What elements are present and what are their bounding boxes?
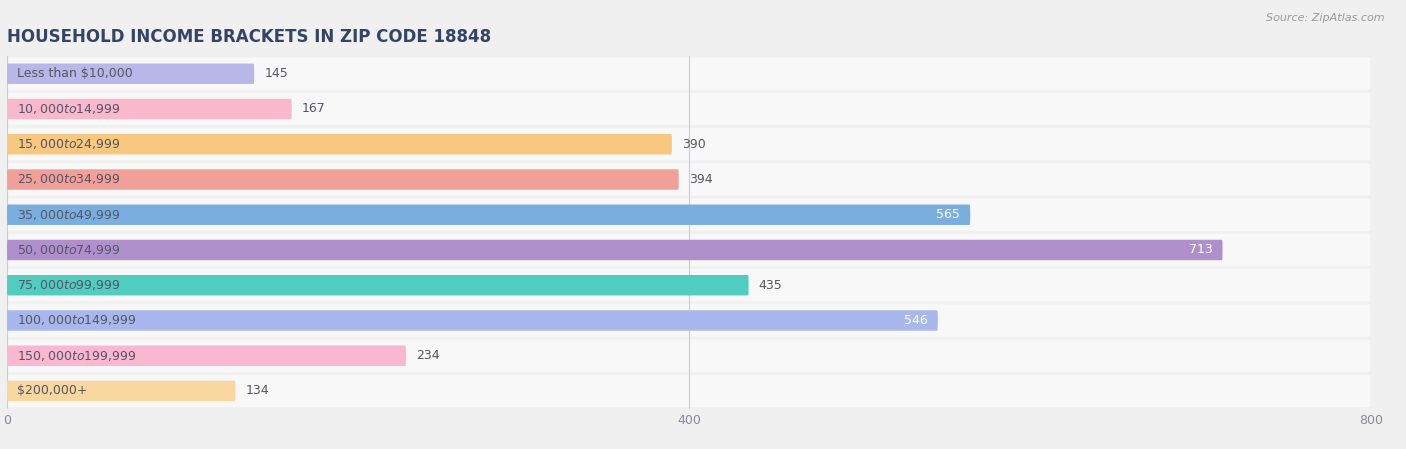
Text: 234: 234 [416,349,440,362]
FancyBboxPatch shape [7,310,938,331]
FancyBboxPatch shape [7,304,1371,337]
FancyBboxPatch shape [7,134,672,154]
FancyBboxPatch shape [7,204,970,225]
FancyBboxPatch shape [7,240,1223,260]
FancyBboxPatch shape [7,339,1371,372]
FancyBboxPatch shape [7,375,1371,407]
Text: 390: 390 [682,138,706,151]
FancyBboxPatch shape [7,128,1371,160]
Text: $150,000 to $199,999: $150,000 to $199,999 [17,349,136,363]
Text: $75,000 to $99,999: $75,000 to $99,999 [17,278,121,292]
Text: 546: 546 [904,314,928,327]
FancyBboxPatch shape [7,163,1371,196]
FancyBboxPatch shape [7,381,235,401]
Text: 167: 167 [302,102,326,115]
Text: 565: 565 [936,208,960,221]
Text: 435: 435 [759,279,783,292]
Text: $10,000 to $14,999: $10,000 to $14,999 [17,102,121,116]
FancyBboxPatch shape [7,198,1371,231]
Text: $15,000 to $24,999: $15,000 to $24,999 [17,137,121,151]
Text: 145: 145 [264,67,288,80]
FancyBboxPatch shape [7,269,1371,301]
FancyBboxPatch shape [7,93,1371,125]
Text: $50,000 to $74,999: $50,000 to $74,999 [17,243,121,257]
FancyBboxPatch shape [7,57,1371,90]
Text: 134: 134 [246,384,270,397]
FancyBboxPatch shape [7,99,291,119]
FancyBboxPatch shape [7,234,1371,266]
Text: $25,000 to $34,999: $25,000 to $34,999 [17,172,121,186]
Text: Less than $10,000: Less than $10,000 [17,67,134,80]
FancyBboxPatch shape [7,169,679,190]
FancyBboxPatch shape [7,63,254,84]
Text: $200,000+: $200,000+ [17,384,87,397]
FancyBboxPatch shape [7,345,406,366]
Text: $100,000 to $149,999: $100,000 to $149,999 [17,313,136,327]
FancyBboxPatch shape [7,275,748,295]
Text: $35,000 to $49,999: $35,000 to $49,999 [17,208,121,222]
Text: HOUSEHOLD INCOME BRACKETS IN ZIP CODE 18848: HOUSEHOLD INCOME BRACKETS IN ZIP CODE 18… [7,28,491,46]
Text: Source: ZipAtlas.com: Source: ZipAtlas.com [1267,13,1385,23]
Text: 713: 713 [1188,243,1212,256]
Text: 394: 394 [689,173,713,186]
